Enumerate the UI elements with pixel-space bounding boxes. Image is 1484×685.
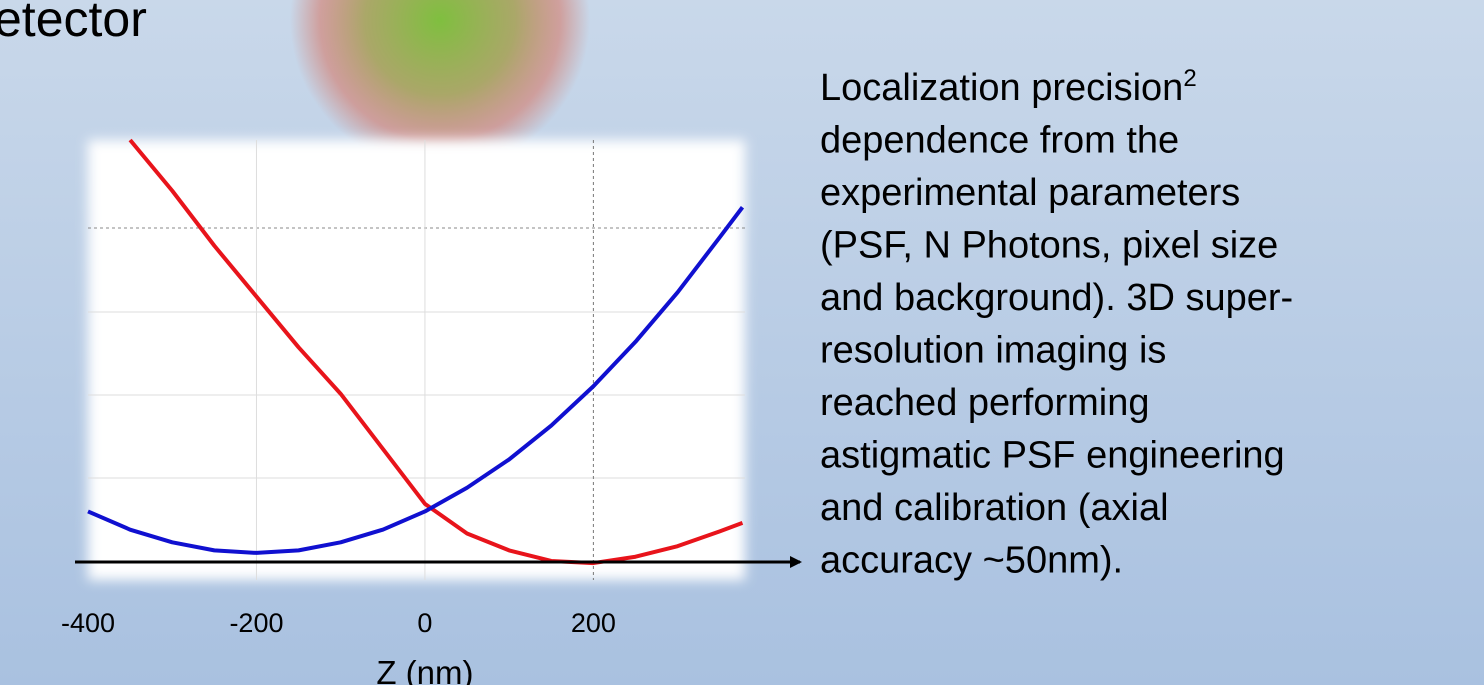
heading: etector bbox=[0, 0, 147, 47]
paragraph: Localization precision2 dependence from t… bbox=[820, 65, 1293, 582]
superscript: 2 bbox=[1183, 65, 1196, 92]
psf-image bbox=[290, 0, 590, 170]
plot-area bbox=[88, 140, 745, 580]
paragraph-line: and calibration (axial bbox=[820, 487, 1169, 529]
paragraph-line: dependence from the bbox=[820, 120, 1179, 162]
x-axis-label: Z (nm) bbox=[376, 654, 473, 685]
series-line bbox=[87, 206, 745, 555]
paragraph-line: reached performing bbox=[820, 382, 1150, 424]
x-tick-label: 200 bbox=[571, 608, 616, 638]
x-tick-label: -400 bbox=[61, 608, 115, 638]
paragraph-line: (PSF, N Photons, pixel size bbox=[820, 225, 1278, 267]
plot bbox=[87, 138, 745, 580]
paragraph-line: and background). 3D super- bbox=[820, 277, 1293, 319]
paragraph-line: Localization precision bbox=[820, 67, 1183, 109]
paragraph-line: experimental parameters bbox=[820, 172, 1240, 214]
paragraph-line: accuracy ~50nm). bbox=[820, 540, 1123, 582]
paragraph-line: resolution imaging is bbox=[820, 330, 1166, 372]
paragraph-line: astigmatic PSF engineering bbox=[820, 435, 1285, 477]
x-tick-label: 0 bbox=[417, 608, 432, 638]
series-line bbox=[128, 138, 744, 566]
x-tick-label: -200 bbox=[229, 608, 283, 638]
